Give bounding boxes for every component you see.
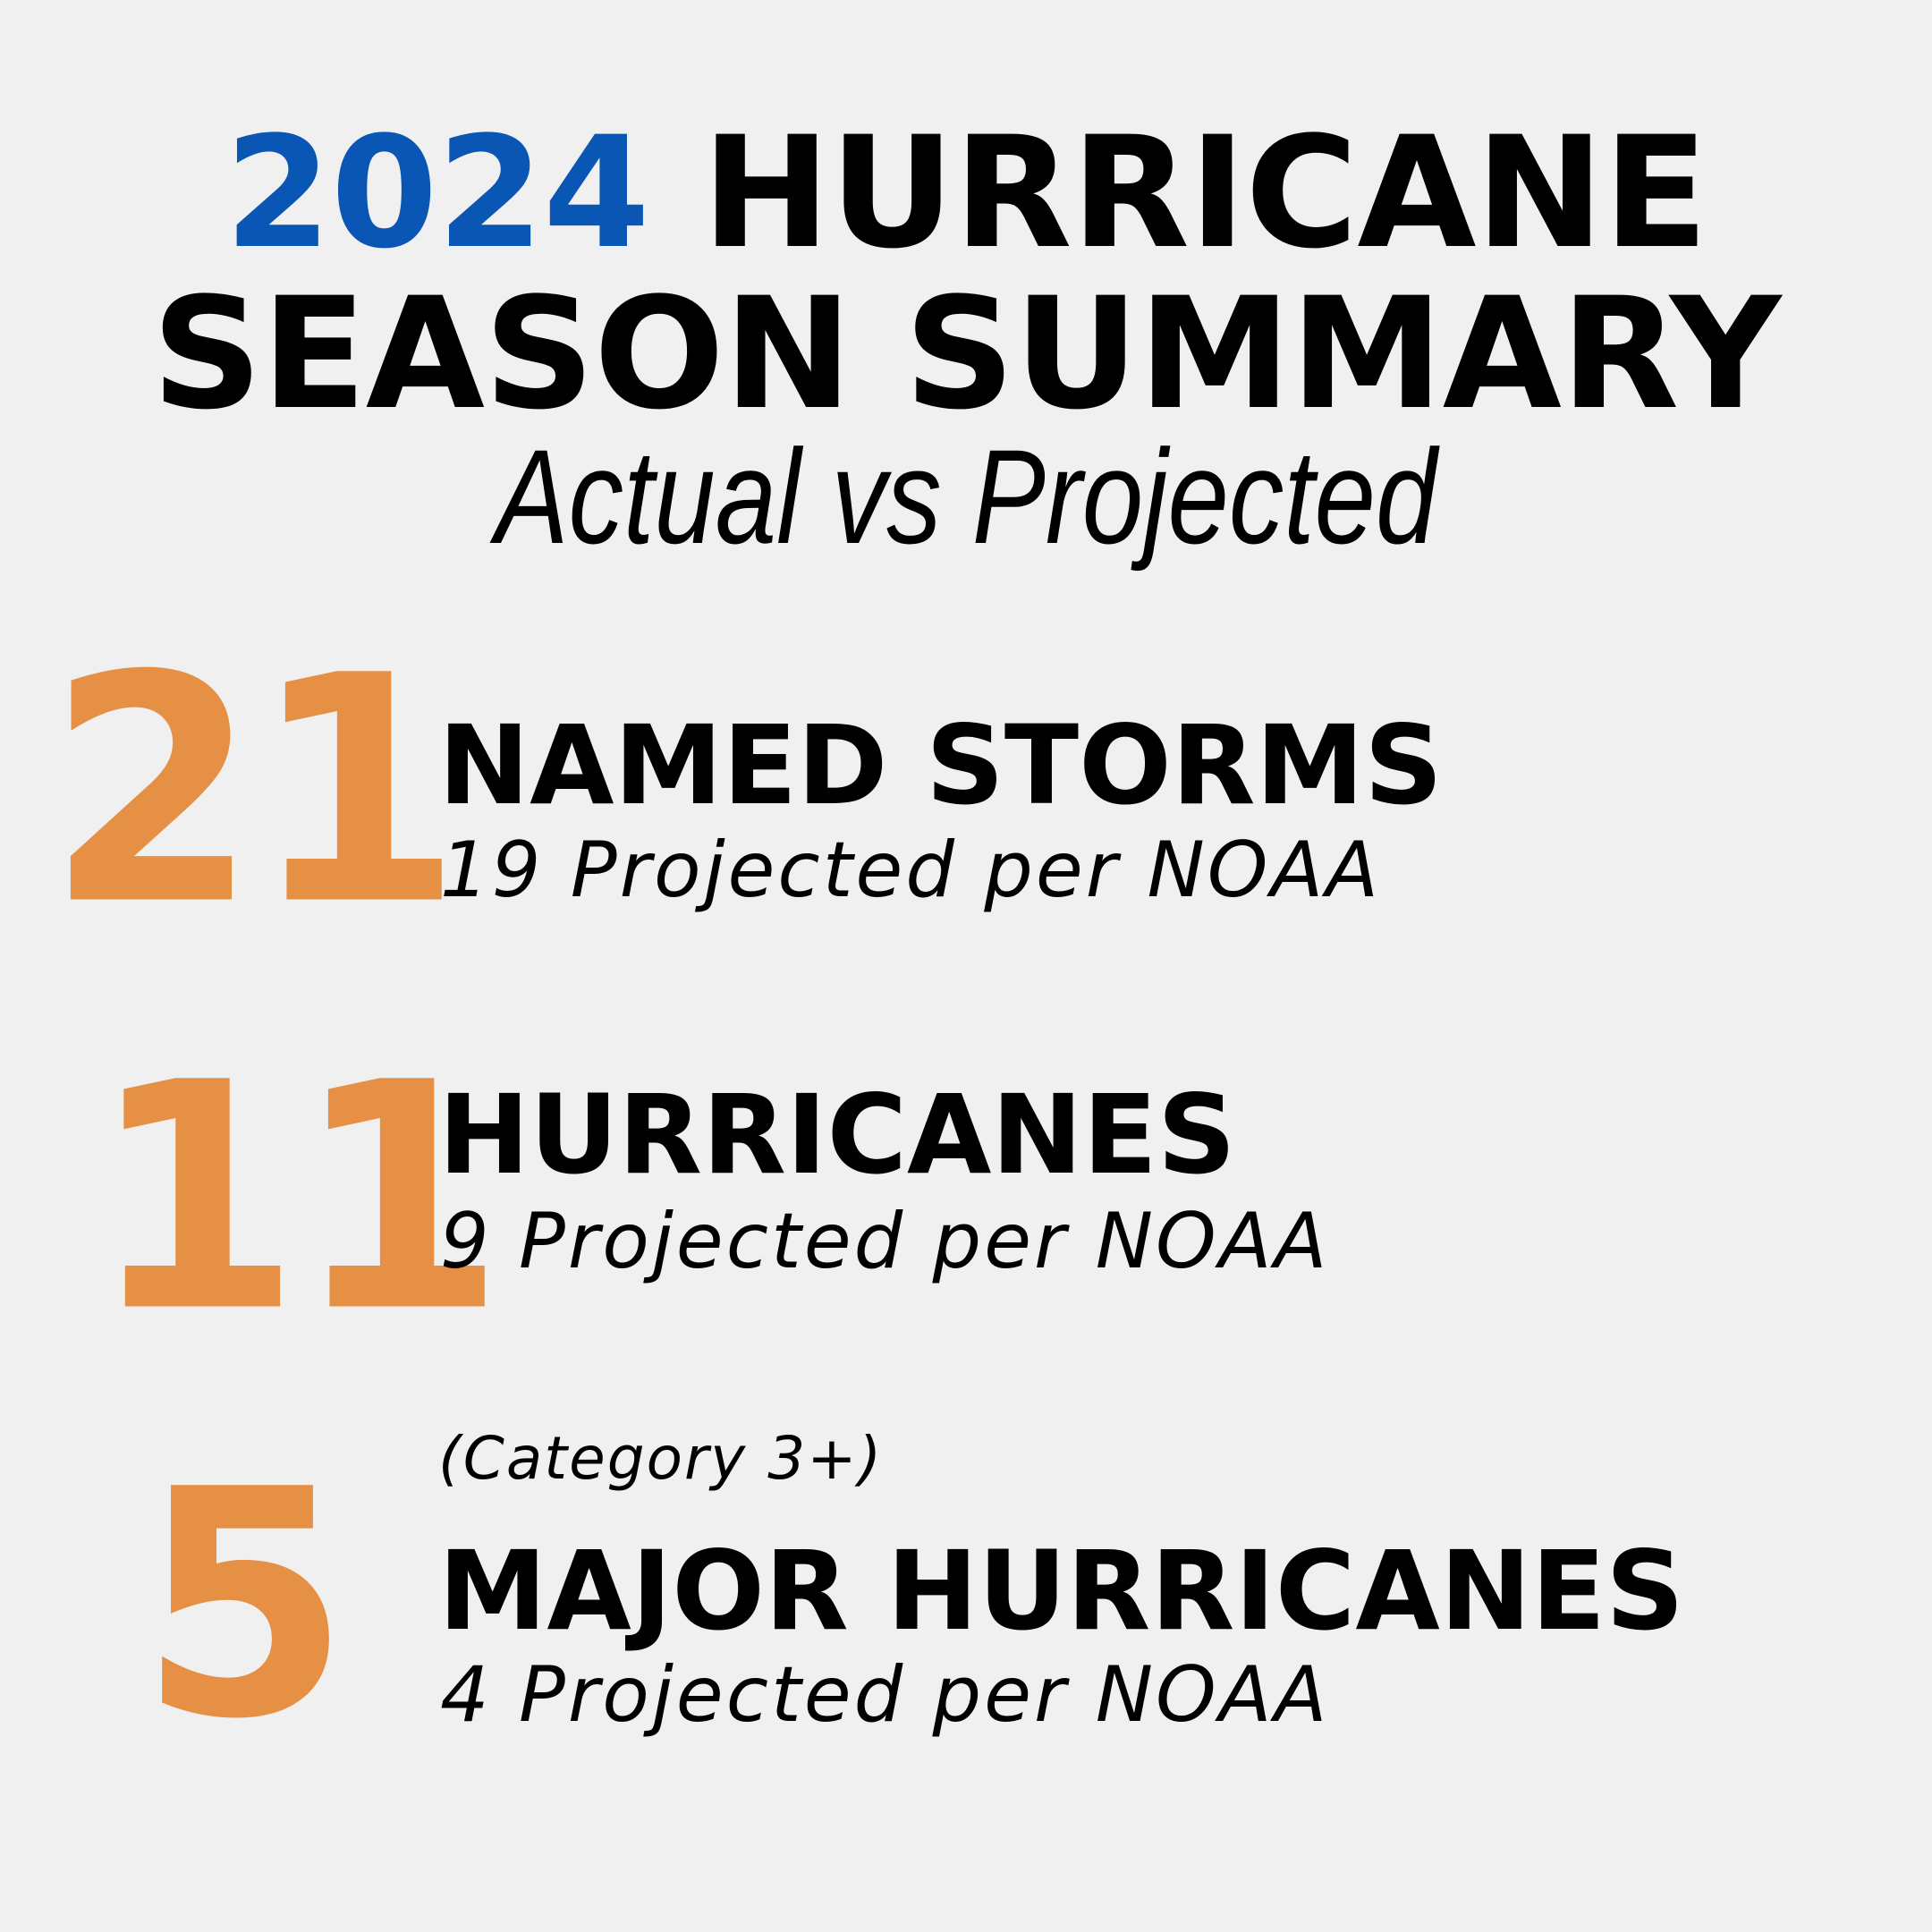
- title-year: 2024: [225, 103, 650, 283]
- title-line-1: 2024 HURRICANE: [0, 116, 1932, 270]
- subtitle: Actual vs Projected: [495, 421, 1437, 572]
- named-storms-projected: 19 Projected per NOAA: [440, 826, 1382, 915]
- category-note: (Category 3+): [438, 1424, 884, 1493]
- hurricanes-label: HURRICANES: [438, 1072, 1236, 1199]
- major-hurricanes-projected: 4 Projected per NOAA: [440, 1650, 1330, 1740]
- named-storms-count: 21: [47, 609, 462, 974]
- hurricanes-count: 11: [89, 1016, 505, 1381]
- named-storms-label: NAMED STORMS: [438, 702, 1444, 829]
- major-hurricanes-count: 5: [139, 1423, 351, 1788]
- title-line-2: SEASON SUMMARY: [151, 264, 1782, 444]
- major-hurricanes-label: MAJOR HURRICANES: [438, 1528, 1685, 1655]
- hurricanes-projected: 9 Projected per NOAA: [440, 1197, 1330, 1286]
- title-hurricane: HURRICANE: [701, 103, 1708, 283]
